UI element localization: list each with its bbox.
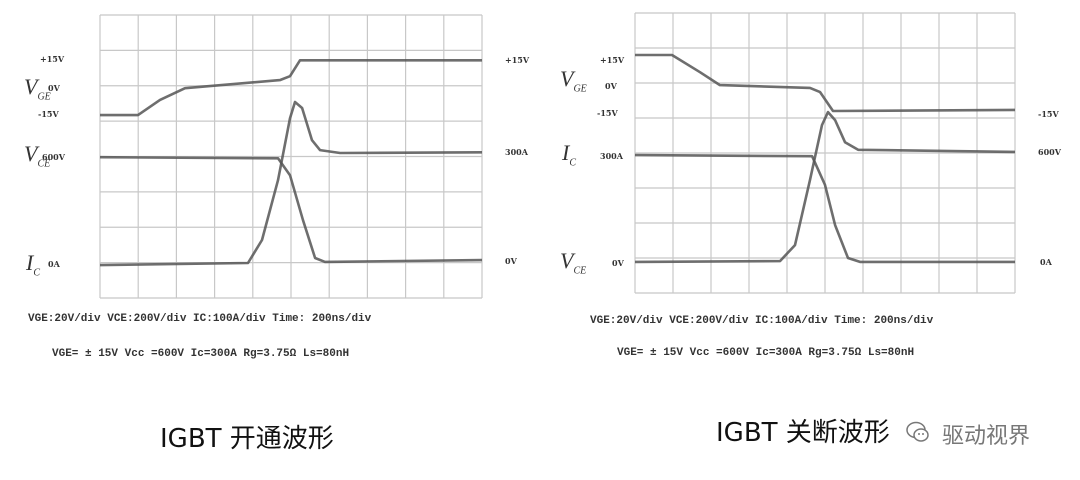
trace-ic [634, 153, 1015, 264]
right-level-plus15v: +15V [505, 55, 530, 65]
trace-ic [99, 100, 483, 267]
vce-label: VCE [560, 248, 587, 277]
trace-vce [634, 110, 1016, 264]
level-minus15v: -15V [597, 108, 618, 118]
level-plus15v: +15V [600, 55, 625, 65]
ic-label: IC [562, 140, 576, 169]
scale-settings: VGE:20V/div VCE:200V/div IC:100A/div Tim… [590, 315, 934, 327]
trace-vge [100, 58, 482, 117]
wechat-icon [904, 418, 932, 446]
right-level-0v: 0V [505, 256, 517, 266]
level-minus15v: -15V [38, 109, 59, 119]
vce-label: VCE [24, 141, 51, 170]
ic-label: IC [26, 250, 40, 279]
level-0v-vce: 0V [612, 258, 624, 268]
right-level-minus15v: -15V [1038, 109, 1059, 119]
level-plus15v: +15V [40, 54, 65, 64]
level-600v: 600V [42, 152, 65, 162]
level-0a: 0A [48, 259, 60, 269]
level-0v: 0V [605, 81, 617, 91]
right-level-600v: 600V [1038, 147, 1061, 157]
test-conditions: VGE= ± 15V Vcc =600V Ic=300A Rg=3.75Ω Ls… [617, 347, 915, 359]
vge-label: VGE [24, 74, 51, 103]
test-conditions: VGE= ± 15V Vcc =600V Ic=300A Rg=3.75Ω Ls… [52, 348, 350, 360]
scale-settings: VGE:20V/div VCE:200V/div IC:100A/div Tim… [28, 313, 372, 325]
trace-vge [635, 53, 1016, 113]
vge-label: VGE [560, 66, 587, 95]
trace-vce [99, 155, 483, 264]
watermark-text: 驱动视界 [942, 424, 1031, 449]
right-level-300a: 300A [505, 147, 528, 157]
caption-turn-off: IGBT 关断波形 [716, 418, 890, 448]
level-300a: 300A [600, 151, 623, 161]
level-0v: 0V [48, 83, 60, 93]
caption-turn-on: IGBT 开通波形 [160, 424, 334, 454]
right-level-0a: 0A [1040, 257, 1052, 267]
